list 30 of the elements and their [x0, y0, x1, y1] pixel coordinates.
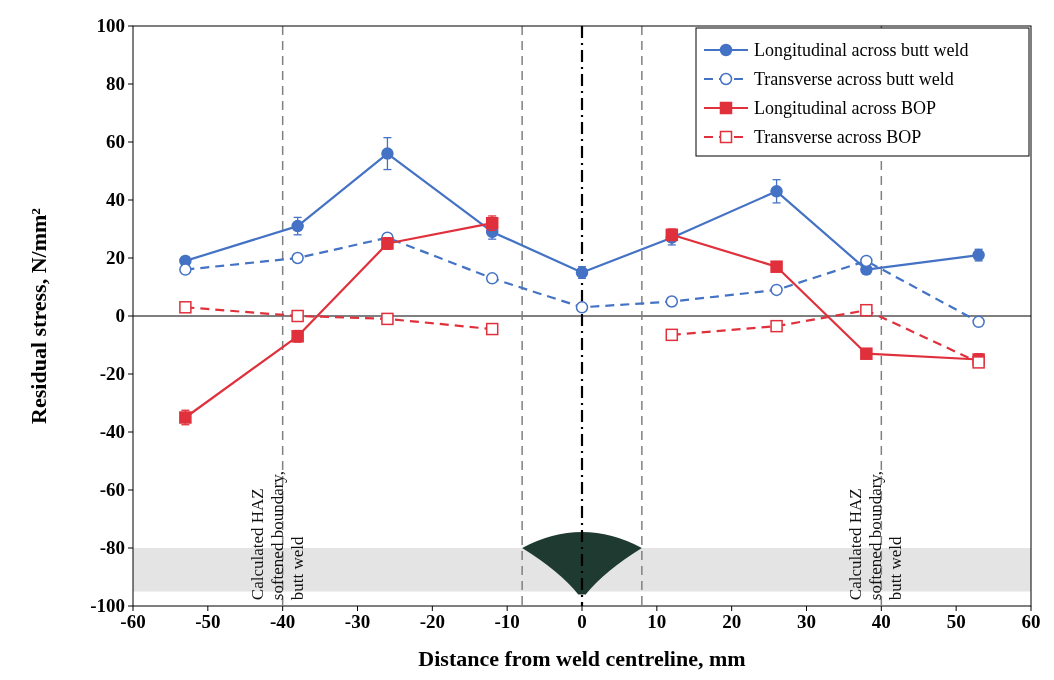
y-tick-label: 0: [115, 305, 125, 326]
y-tick-label: 40: [106, 189, 125, 210]
y-tick-label: -40: [99, 421, 125, 442]
y-tick-label: 60: [106, 131, 125, 152]
y-tick-label: 20: [106, 247, 125, 268]
y-tick-label: 100: [96, 15, 125, 36]
ref-line-label: Calculated HAZ softened boundary, butt weld: [247, 471, 307, 601]
x-tick-label: -10: [494, 611, 520, 632]
legend-label: Transverse across BOP: [754, 127, 922, 147]
x-tick-label: -40: [270, 611, 296, 632]
x-tick-label: 50: [946, 611, 966, 632]
x-tick-label: -50: [195, 611, 221, 632]
legend-label: Longitudinal across BOP: [754, 98, 936, 118]
legend-label: Transverse across butt weld: [754, 69, 954, 89]
x-tick-label: -30: [344, 611, 371, 632]
y-tick-label: -60: [99, 479, 125, 500]
y-tick-label: 80: [106, 73, 125, 94]
y-axis-title: Residual stress, N/mm²: [26, 207, 51, 424]
x-tick-label: 40: [871, 611, 891, 632]
x-tick-label: 30: [797, 611, 816, 632]
x-tick-label: 60: [1021, 611, 1041, 632]
x-tick-label: 20: [722, 611, 742, 632]
x-tick-label: 0: [577, 611, 587, 632]
x-axis-title: Distance from weld centreline, mm: [418, 646, 746, 671]
y-tick-label: -20: [99, 363, 125, 384]
ref-line-label: Calculated HAZ softened boundary, butt weld: [846, 471, 906, 601]
x-tick-label: -20: [419, 611, 445, 632]
x-tick-label: 10: [647, 611, 667, 632]
y-tick-label: -80: [99, 537, 125, 558]
legend-label: Longitudinal across butt weld: [754, 40, 969, 60]
